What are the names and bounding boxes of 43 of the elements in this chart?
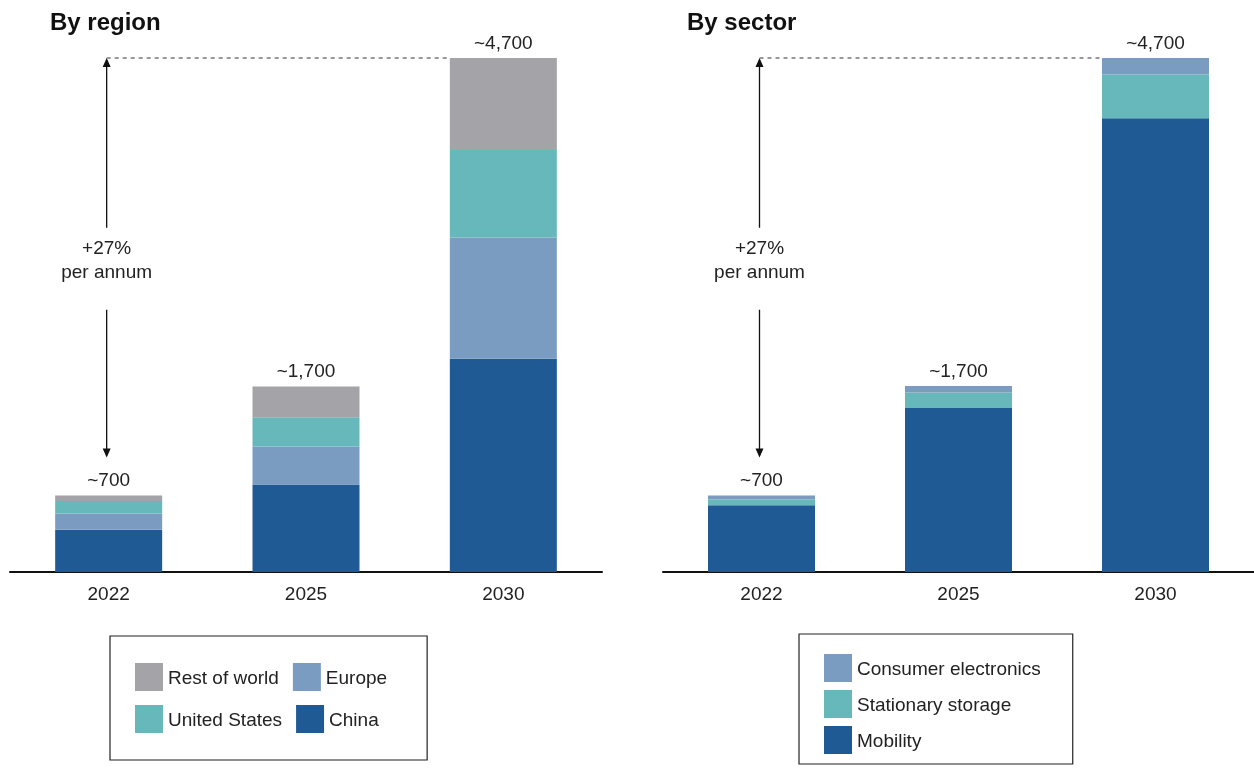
bar	[252, 386, 360, 418]
bar	[252, 446, 360, 485]
bar	[905, 408, 1012, 572]
bar	[252, 484, 360, 572]
legend-label: Stationary storage	[857, 693, 1012, 715]
bar	[449, 237, 557, 359]
chart-title: By region	[50, 7, 161, 35]
x-tick-label: 2022	[740, 583, 783, 604]
annotation: ~4,700	[474, 32, 533, 53]
annotation: ~700	[87, 469, 131, 491]
bar	[252, 417, 360, 447]
legend-label: Rest of world	[168, 666, 279, 688]
annotation: ~700	[740, 469, 783, 491]
legend-label: China	[329, 708, 380, 730]
bar	[449, 150, 557, 238]
x-tick-label: 2030	[1134, 583, 1177, 604]
bar	[1102, 58, 1209, 75]
bar	[449, 358, 557, 572]
bar	[1102, 74, 1209, 119]
bar	[905, 385, 1012, 393]
x-tick-label: 2030	[482, 583, 525, 604]
bar	[708, 505, 815, 572]
bar	[1102, 118, 1209, 572]
legend-label: Europe	[325, 666, 388, 688]
legend-label: United States	[168, 708, 283, 730]
bar	[55, 513, 163, 530]
x-tick-label: 2025	[284, 583, 328, 604]
bar	[708, 495, 815, 500]
annotation: ~1,700	[929, 359, 988, 381]
bar	[449, 58, 557, 151]
bar	[55, 529, 163, 572]
annotation: ~1,700	[276, 360, 336, 382]
x-tick-label: 2025	[937, 583, 980, 604]
bar	[55, 495, 163, 502]
annotation: +27% per annum	[61, 236, 153, 282]
chart-title: By sector	[687, 7, 797, 35]
legend-label: Consumer electronics	[857, 657, 1041, 679]
bar	[905, 392, 1012, 409]
annotation: +27% per annum	[714, 236, 805, 282]
x-tick-label: 2022	[87, 583, 130, 604]
bar	[55, 501, 163, 514]
annotation: ~4,700	[1126, 32, 1185, 53]
legend-label: Mobility	[857, 729, 922, 751]
